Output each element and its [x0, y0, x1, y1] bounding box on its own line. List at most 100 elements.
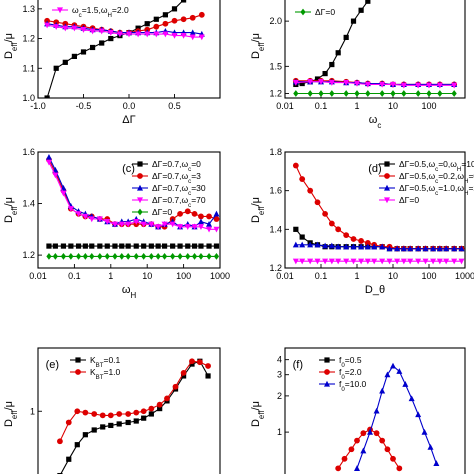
data-point-d-3	[430, 258, 437, 265]
data-point-b-3	[390, 81, 396, 88]
data-point-c-3	[197, 224, 204, 230]
data-point-b-4	[451, 90, 457, 97]
data-point-d-2	[379, 243, 386, 250]
legend-entry-c: ΔΓ=0.7,ωc​=3	[152, 171, 201, 185]
data-point-e-1	[116, 411, 123, 417]
data-point-d-2	[458, 245, 465, 252]
y-tick-label-a: 1.0	[22, 93, 35, 103]
data-point-a-3	[98, 28, 105, 35]
data-point-a-3	[153, 31, 160, 38]
data-point-d-2	[292, 241, 299, 248]
legend-marker-c	[137, 197, 143, 204]
data-point-c-0	[170, 243, 176, 249]
plot-frame-d	[284, 151, 466, 269]
data-point-c-0	[104, 243, 110, 249]
data-point-d-3	[335, 258, 342, 265]
data-point-b-4	[390, 90, 396, 97]
data-point-a-0	[108, 35, 114, 42]
x-tick-label-c: 0.01	[29, 271, 47, 281]
x-tick-label-c: 1	[108, 271, 113, 281]
y-tick-label-f: 3	[277, 370, 282, 380]
data-point-d-3	[322, 258, 329, 265]
data-point-c-3	[155, 224, 162, 230]
data-point-b-3	[426, 82, 432, 89]
data-point-d-2	[386, 245, 393, 252]
data-point-f-2	[396, 368, 403, 374]
legend-marker-f	[324, 369, 330, 375]
data-point-a-0	[99, 40, 105, 46]
y-axis-title-a: Deff​/μ	[3, 33, 19, 59]
data-point-e-0	[141, 415, 147, 421]
data-point-c-4	[206, 253, 212, 260]
chart-panel-c: 0.01 0.1 1 10 100 1000 1.2 1.4 1.6 ωH​ Deff​/μ (c) Δ…	[3, 147, 230, 300]
legend-entry-d: ΔΓ=0.5,ωc​=0.2,ωH​=0	[399, 171, 474, 185]
data-point-a-3	[135, 31, 142, 38]
data-point-a-3	[80, 27, 87, 33]
data-point-f-2	[367, 428, 374, 435]
legend-marker-b	[300, 8, 306, 16]
x-axis-title-b: ωc​	[369, 114, 382, 130]
data-point-a-3	[189, 34, 196, 41]
x-tick-label-d: 1000	[455, 271, 474, 281]
data-point-c-0	[52, 243, 58, 249]
data-point-c-1	[191, 210, 198, 217]
data-point-c-4	[52, 253, 58, 260]
data-point-e-0	[57, 472, 63, 474]
data-point-b-0	[350, 18, 357, 24]
x-tick-label-c: 0.1	[68, 271, 81, 281]
data-point-d-2	[364, 243, 371, 250]
data-point-b-3	[364, 81, 371, 88]
series-line-f-2	[356, 365, 437, 469]
data-point-c-2	[213, 210, 220, 217]
data-point-f-2	[433, 460, 440, 466]
data-point-f-2	[354, 465, 360, 471]
data-point-a-3	[107, 30, 114, 36]
data-point-d-2	[422, 245, 429, 252]
y-axis-title-f: Deff​/μ	[250, 401, 266, 427]
data-point-c-0	[177, 243, 183, 249]
legend-entry-f: f0​=10.0	[339, 379, 367, 393]
y-axis-title-d: Deff​/μ	[250, 197, 266, 223]
x-tick-label-d: 1	[354, 271, 359, 281]
data-point-d-3	[307, 258, 314, 265]
data-point-e-1	[57, 438, 63, 445]
data-point-e-1	[125, 411, 132, 417]
y-tick-label-d: 1.2	[269, 263, 282, 273]
data-point-b-4	[401, 90, 407, 97]
data-point-c-4	[170, 253, 176, 260]
data-point-c-0	[125, 243, 131, 249]
data-point-e-0	[66, 456, 72, 462]
data-point-c-0	[213, 243, 220, 249]
data-point-b-0	[329, 61, 335, 68]
data-point-c-4	[46, 253, 52, 260]
data-point-a-3	[171, 33, 178, 39]
data-point-e-0	[157, 405, 163, 412]
data-point-e-1	[99, 412, 106, 419]
data-point-d-1	[314, 199, 321, 206]
data-point-d-3	[407, 258, 414, 265]
data-point-e-0	[205, 373, 211, 379]
data-point-c-0	[112, 243, 118, 249]
legend-entry-c: ΔΓ=0	[152, 207, 172, 217]
legend-marker-d	[384, 161, 390, 167]
data-point-d-3	[364, 258, 371, 265]
data-point-b-3	[318, 79, 324, 85]
y-axis-title-e: Deff​/μ	[3, 401, 19, 427]
data-point-c-2	[197, 218, 204, 225]
y-tick-label-d: 1.6	[269, 186, 282, 196]
data-point-d-0	[299, 234, 305, 240]
plot-frame-a	[37, 0, 221, 99]
data-point-b-4	[415, 90, 421, 97]
data-point-a-2	[189, 29, 196, 36]
data-point-e-1	[196, 359, 203, 366]
data-point-d-1	[358, 238, 365, 244]
data-point-c-4	[68, 253, 74, 260]
legend-entry-b: ΔΓ=0	[315, 7, 335, 17]
data-point-e-1	[82, 409, 89, 416]
data-point-c-3	[177, 224, 184, 230]
data-point-d-3	[299, 258, 306, 265]
data-point-c-3	[52, 172, 59, 179]
data-point-a-3	[126, 31, 132, 38]
data-point-c-0	[60, 243, 67, 249]
